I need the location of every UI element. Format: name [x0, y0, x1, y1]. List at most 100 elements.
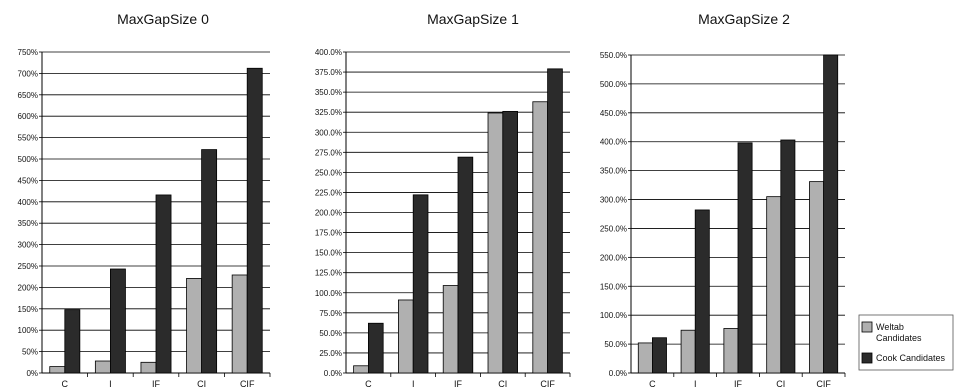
weltab-bar-if: [442, 285, 459, 374]
weltab-bar-ci: [766, 196, 782, 374]
y-tick-label: 500%: [18, 155, 38, 164]
weltab-bar-cif: [231, 274, 248, 374]
y-tick-label: 250.0%: [600, 224, 627, 233]
weltab-bar-c: [353, 365, 369, 374]
y-tick-label: 150%: [18, 305, 38, 314]
x-category-label: CI: [498, 379, 507, 389]
x-category-label: CIF: [816, 379, 831, 389]
weltab-bar-cif: [532, 101, 548, 374]
chart-title: MaxGapSize 0: [117, 11, 209, 27]
y-tick-label: 350%: [18, 219, 38, 228]
y-tick-label: 550.0%: [600, 51, 627, 60]
weltab-bar-i: [94, 360, 111, 374]
y-tick-label: 350.0%: [600, 167, 627, 176]
cook-bar-cif: [823, 54, 839, 374]
x-category-label: C: [649, 379, 656, 389]
cook-bar-ci: [780, 139, 796, 374]
x-category-label: IF: [734, 379, 743, 389]
chart-panel-0: MaxGapSize 0 0% 50% 100% 150% 200% 250% 300% 350…: [18, 11, 271, 389]
y-tick-label: 400.0%: [600, 138, 627, 147]
legend-label: Candidates: [876, 333, 922, 343]
x-category-label: CI: [776, 379, 785, 389]
x-category-label: CIF: [240, 379, 255, 389]
weltab-bar-if: [723, 328, 739, 374]
y-tick-label: 200%: [18, 283, 38, 292]
x-category-label: I: [412, 379, 415, 389]
cook-bar-c: [652, 337, 667, 374]
x-category-label: CI: [197, 379, 206, 389]
cook-bar-c: [367, 322, 384, 374]
y-tick-label: 100.0%: [315, 289, 342, 298]
weltab-bar-ci: [186, 278, 203, 374]
y-tick-label: 650%: [18, 91, 38, 100]
y-tick-label: 25.0%: [319, 349, 342, 358]
cook-bar-if: [155, 194, 172, 374]
x-category-label: I: [109, 379, 112, 389]
weltab-bar-if: [140, 361, 157, 374]
y-tick-label: 175.0%: [315, 229, 342, 238]
cook-bar-i: [694, 209, 710, 374]
y-tick-label: 100%: [18, 326, 38, 335]
y-tick-label: 400.0%: [315, 48, 342, 57]
y-tick-label: 350.0%: [315, 88, 342, 97]
y-tick-label: 200.0%: [315, 209, 342, 218]
chart-title: MaxGapSize 2: [698, 11, 790, 27]
y-tick-label: 250.0%: [315, 168, 342, 177]
y-tick-label: 300.0%: [315, 128, 342, 137]
y-tick-label: 125.0%: [315, 269, 342, 278]
y-tick-label: 0.0%: [324, 369, 342, 378]
y-tick-label: 275.0%: [315, 148, 342, 157]
y-tick-label: 325.0%: [315, 108, 342, 117]
cook-bar-cif: [246, 67, 263, 374]
y-tick-label: 75.0%: [319, 309, 342, 318]
y-tick-label: 400%: [18, 198, 38, 207]
x-category-label: CIF: [540, 379, 555, 389]
weltab-bar-i: [398, 299, 414, 374]
y-tick-label: 450%: [18, 176, 38, 185]
x-category-label: I: [694, 379, 697, 389]
y-tick-label: 600%: [18, 112, 38, 121]
y-tick-label: 300%: [18, 241, 38, 250]
y-tick-label: 200.0%: [600, 253, 627, 262]
y-tick-label: 225.0%: [315, 188, 342, 197]
y-tick-label: 0%: [26, 369, 38, 378]
y-tick-label: 550%: [18, 134, 38, 143]
y-tick-label: 0.0%: [609, 369, 627, 378]
cook-bar-i: [110, 268, 126, 374]
legend-label: Cook Candidates: [876, 353, 946, 363]
weltab-bar-i: [680, 329, 696, 374]
chart-panel-2: MaxGapSize 2 0.0% 50.0% 100.0% 150.0% 200.0% 2…: [600, 11, 846, 389]
weltab-bar-ci: [487, 112, 504, 374]
y-tick-label: 50%: [22, 348, 38, 357]
y-tick-label: 300.0%: [600, 196, 627, 205]
y-tick-label: 750%: [18, 48, 38, 57]
cook-bar-if: [457, 156, 474, 374]
cook-bar-i: [412, 194, 429, 374]
chart-panel-1: MaxGapSize 1 0.0% 25.0% 50.0% 75.0% 100.0% 125…: [315, 11, 571, 389]
x-category-label: C: [365, 379, 372, 389]
chart-title: MaxGapSize 1: [427, 11, 519, 27]
cook-bar-if: [737, 142, 753, 374]
y-tick-label: 250%: [18, 262, 38, 271]
cook-bar-c: [64, 309, 81, 374]
y-tick-label: 375.0%: [315, 68, 342, 77]
weltab-bar-c: [49, 366, 66, 374]
y-tick-label: 150.0%: [600, 282, 627, 291]
y-tick-label: 500.0%: [600, 80, 627, 89]
y-tick-label: 150.0%: [315, 249, 342, 258]
y-tick-label: 50.0%: [604, 340, 627, 349]
legend-swatch-0: [861, 321, 873, 333]
legend-label: Weltab: [876, 322, 904, 332]
cook-bar-ci: [502, 110, 518, 374]
y-tick-label: 50.0%: [319, 329, 342, 338]
legend-swatch-1: [861, 352, 873, 364]
x-category-label: IF: [152, 379, 161, 389]
weltab-bar-c: [637, 342, 653, 374]
x-category-label: IF: [454, 379, 463, 389]
y-tick-label: 700%: [18, 69, 38, 78]
cook-bar-ci: [201, 149, 218, 374]
legend-box: [858, 314, 954, 371]
y-tick-label: 450.0%: [600, 109, 627, 118]
